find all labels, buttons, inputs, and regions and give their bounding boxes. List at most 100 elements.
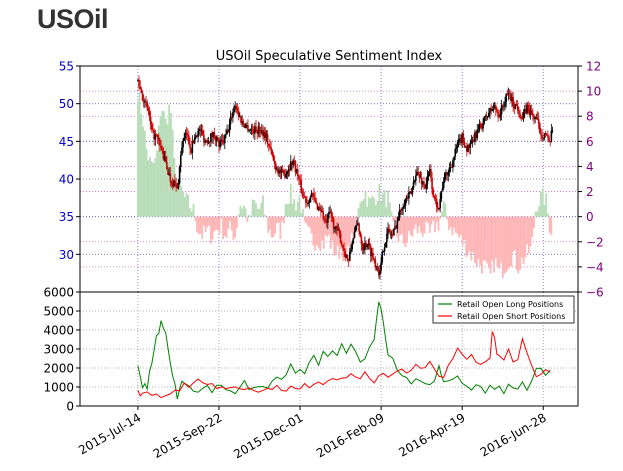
ssi-bar (477, 216, 480, 260)
candle-body (153, 130, 155, 140)
ssi-bar (527, 216, 530, 254)
candle-body (357, 223, 359, 225)
candle-body (151, 124, 153, 130)
ssi-bar (308, 216, 311, 229)
candle-body (182, 140, 184, 148)
candle-body (402, 207, 404, 210)
candle-body (432, 189, 435, 197)
ssi-bar (451, 216, 454, 236)
right-tick-label: 6 (586, 135, 594, 149)
ssi-bar (164, 118, 167, 217)
ssi-bar (156, 150, 158, 217)
candle-body (497, 111, 499, 117)
candle-body (492, 108, 495, 110)
candle-body (397, 217, 400, 221)
candle-body (327, 214, 329, 223)
candle-body (536, 117, 539, 119)
candle-body (535, 117, 538, 119)
legend-box (432, 295, 575, 324)
candle-body (294, 160, 297, 173)
candle-body (317, 207, 320, 210)
ssi-bar (357, 208, 360, 217)
ssi-bar (336, 216, 339, 246)
right-tick-label: 8 (586, 110, 594, 124)
ssi-bar (423, 216, 426, 234)
candle-body (375, 266, 378, 268)
candle-body (513, 106, 516, 109)
ssi-bar (192, 203, 195, 217)
candle-body (200, 130, 203, 132)
ssi-bar (489, 216, 492, 274)
ssi-bar (175, 183, 178, 217)
candle-body (259, 132, 262, 134)
ssi-bar (241, 208, 244, 217)
ssi-bar (239, 205, 242, 217)
candle-body (318, 207, 321, 210)
ssi-bar (408, 216, 410, 231)
candle-body (176, 186, 179, 189)
ssi-bar (446, 216, 449, 220)
ssi-bar (401, 216, 403, 235)
candle-body (342, 244, 344, 248)
candle-body (530, 110, 533, 115)
candle-body (174, 180, 176, 184)
ssi-bar (362, 198, 365, 217)
ssi-bar (388, 202, 391, 217)
candle-body (328, 211, 330, 215)
ssi-bar (500, 216, 502, 263)
ssi-bar (185, 192, 188, 217)
ssi-bar (331, 216, 334, 241)
candle-body (437, 207, 439, 209)
ssi-bar (215, 216, 217, 230)
candle-body (198, 128, 201, 131)
candle-body (141, 93, 144, 101)
candle-body (184, 132, 187, 139)
ssi-bar (508, 216, 511, 268)
ssi-bar (458, 216, 461, 238)
ssi-bar (345, 216, 348, 258)
ssi-bar (303, 216, 306, 222)
candle-body (215, 137, 218, 141)
candle-body (440, 191, 443, 200)
candle-body (229, 116, 232, 125)
ssi-bar (373, 197, 376, 217)
ssi-bar (434, 216, 436, 233)
candle-body (192, 141, 195, 144)
candle-body (292, 160, 294, 165)
ssi-bar (190, 211, 193, 217)
candle-body (389, 232, 392, 235)
ssi-bar (350, 216, 353, 233)
candle-body (486, 116, 489, 118)
candle-body (272, 155, 275, 161)
legend-label: Retail Open Long Positions (457, 300, 563, 309)
candle-body (529, 110, 532, 115)
ssi-bar (486, 216, 488, 264)
candle-body (183, 138, 186, 141)
ssi-bar (491, 216, 494, 261)
bottom-tick-label: 5000 (43, 305, 74, 319)
ssi-bar (347, 216, 350, 246)
ssi-bar (251, 199, 254, 217)
ssi-bar (375, 204, 377, 217)
ssi-bar (402, 216, 405, 244)
positions-panel: 0 1000 2000 3000 4000 5000 6000 Retail Open Lon… (43, 286, 579, 414)
ssi-bar (371, 195, 374, 217)
candle-body (316, 203, 319, 210)
candle-body (320, 209, 322, 212)
candle-body (255, 126, 257, 132)
candle-body (406, 196, 409, 199)
left-tick-label: 50 (59, 97, 74, 111)
candle-body (459, 138, 461, 140)
candle-body (479, 123, 482, 127)
ssi-bar (227, 216, 230, 230)
candle-body (173, 180, 175, 186)
candle-body (353, 231, 356, 239)
candle-body (207, 141, 210, 144)
candle-body (251, 129, 254, 131)
candle-body (181, 147, 183, 156)
ssi-bar (432, 216, 435, 221)
candle-body (471, 140, 474, 141)
ssi-bar (272, 216, 275, 238)
candle-body (323, 218, 326, 220)
ssi-bar (328, 216, 330, 235)
